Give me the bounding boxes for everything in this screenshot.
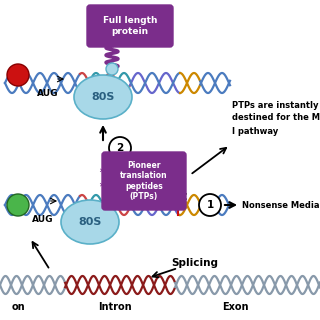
Text: 80S: 80S [91,92,115,102]
Text: Nonsense Media: Nonsense Media [242,201,319,210]
Circle shape [109,137,131,159]
Text: 1: 1 [206,200,214,210]
Text: Intron: Intron [98,302,132,312]
Text: I pathway: I pathway [232,126,278,135]
Circle shape [199,194,221,216]
Text: AUG: AUG [37,89,59,98]
Circle shape [7,64,29,86]
Text: 2: 2 [116,143,124,153]
Text: Splicing: Splicing [172,258,219,268]
Ellipse shape [61,200,119,244]
Text: 80S: 80S [78,217,102,227]
FancyBboxPatch shape [102,152,186,210]
Text: AUG: AUG [32,215,54,225]
Text: PTC: PTC [168,193,188,202]
Text: Pioneer
translation
peptides
(PTPs): Pioneer translation peptides (PTPs) [120,161,168,201]
Circle shape [7,194,29,216]
Text: Exon: Exon [222,302,248,312]
Circle shape [106,63,118,75]
Text: destined for the MHC class: destined for the MHC class [232,114,320,123]
Ellipse shape [74,75,132,119]
FancyBboxPatch shape [87,5,173,47]
Text: Full length
protein: Full length protein [103,16,157,36]
Text: PTPs are instantly degraded: PTPs are instantly degraded [232,100,320,109]
Text: on: on [11,302,25,312]
